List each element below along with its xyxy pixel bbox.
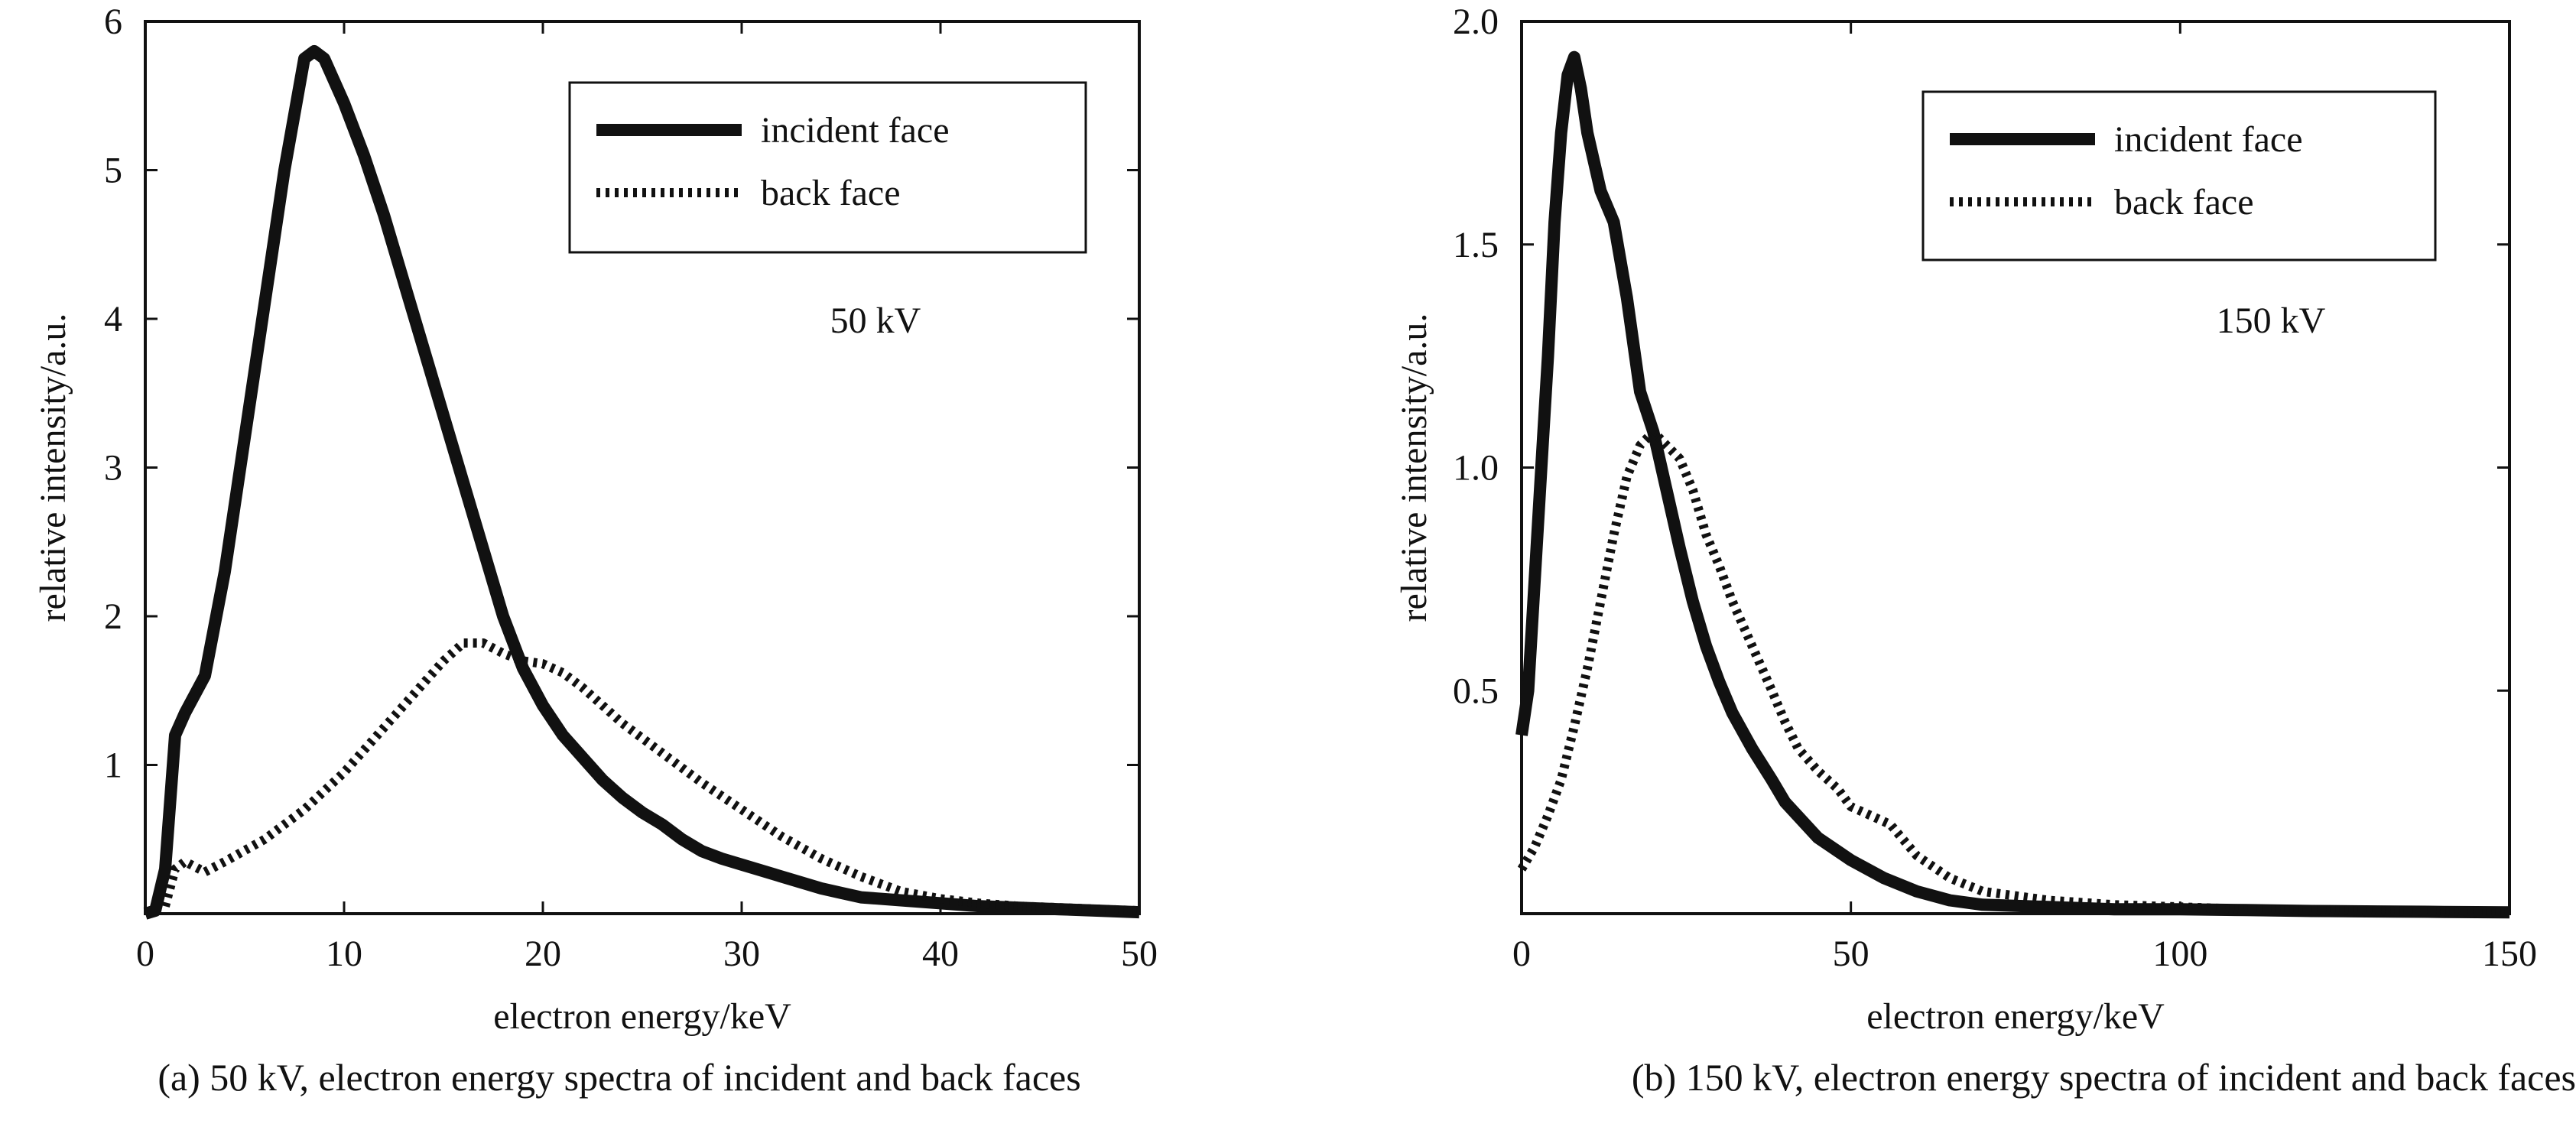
chart-b-svg: 0 50 100 150 0.5 1.0 1.5 2.0 electron energy/keV… (1394, 2, 2537, 1037)
chart-panel-a: 0 10 20 30 40 50 1 2 3 4 5 6 electron energy/keV rela… (0, 0, 1285, 1127)
legend-label: incident face (2114, 119, 2303, 160)
x-tick-label: 0 (136, 934, 154, 974)
x-tick-label: 0 (1512, 934, 1531, 974)
legend-label: back face (761, 173, 901, 213)
y-tick-label: 5 (104, 151, 122, 191)
x-tick-label: 20 (525, 934, 561, 974)
y-tick-label: 2 (104, 596, 122, 637)
x-axis-label: electron energy/keV (493, 996, 791, 1037)
x-tick-label: 150 (2482, 934, 2537, 974)
legend-label: back face (2114, 182, 2254, 222)
chart-a-caption: (a) 50 kV, electron energy spectra of in… (158, 1056, 1081, 1099)
legend-box (568, 81, 1087, 254)
y-tick-label: 2.0 (1453, 2, 1499, 42)
y-axis-label: relative intensity/a.u. (33, 313, 73, 622)
x-tick-label: 30 (723, 934, 760, 974)
x-axis-label: electron energy/keV (1866, 996, 2165, 1037)
voltage-annotation: 50 kV (830, 300, 921, 341)
series-line-back-face (161, 638, 1140, 916)
y-axis-label: relative intensity/a.u. (1394, 313, 1434, 622)
chart-b-caption: (b) 150 kV, electron energy spectra of i… (1631, 1056, 2576, 1099)
y-tick-label: 1.0 (1453, 448, 1499, 489)
y-tick-label: 3 (104, 448, 122, 489)
y-tick-label: 0.5 (1453, 671, 1499, 711)
x-tick-label: 100 (2152, 934, 2207, 974)
voltage-annotation: 150 kV (2217, 300, 2326, 341)
chart-panel-b: 0 50 100 150 0.5 1.0 1.5 2.0 electron energy/keV… (1285, 0, 2576, 1127)
y-tick-label: 4 (104, 299, 122, 339)
series-line-incident-face (143, 44, 1140, 920)
y-tick-label: 1 (104, 745, 122, 786)
y-tick-label: 1.5 (1453, 225, 1499, 265)
y-tick-label: 6 (104, 2, 122, 42)
x-tick-label: 10 (326, 934, 362, 974)
x-tick-label: 50 (1121, 934, 1158, 974)
legend-label: incident face (761, 110, 950, 151)
chart-a-svg: 0 10 20 30 40 50 1 2 3 4 5 6 electron energy/keV rela… (33, 2, 1158, 1037)
legend-box (1921, 90, 2437, 261)
x-tick-label: 50 (1833, 934, 1869, 974)
series-line-incident-face (1515, 50, 2510, 919)
x-tick-label: 40 (922, 934, 959, 974)
